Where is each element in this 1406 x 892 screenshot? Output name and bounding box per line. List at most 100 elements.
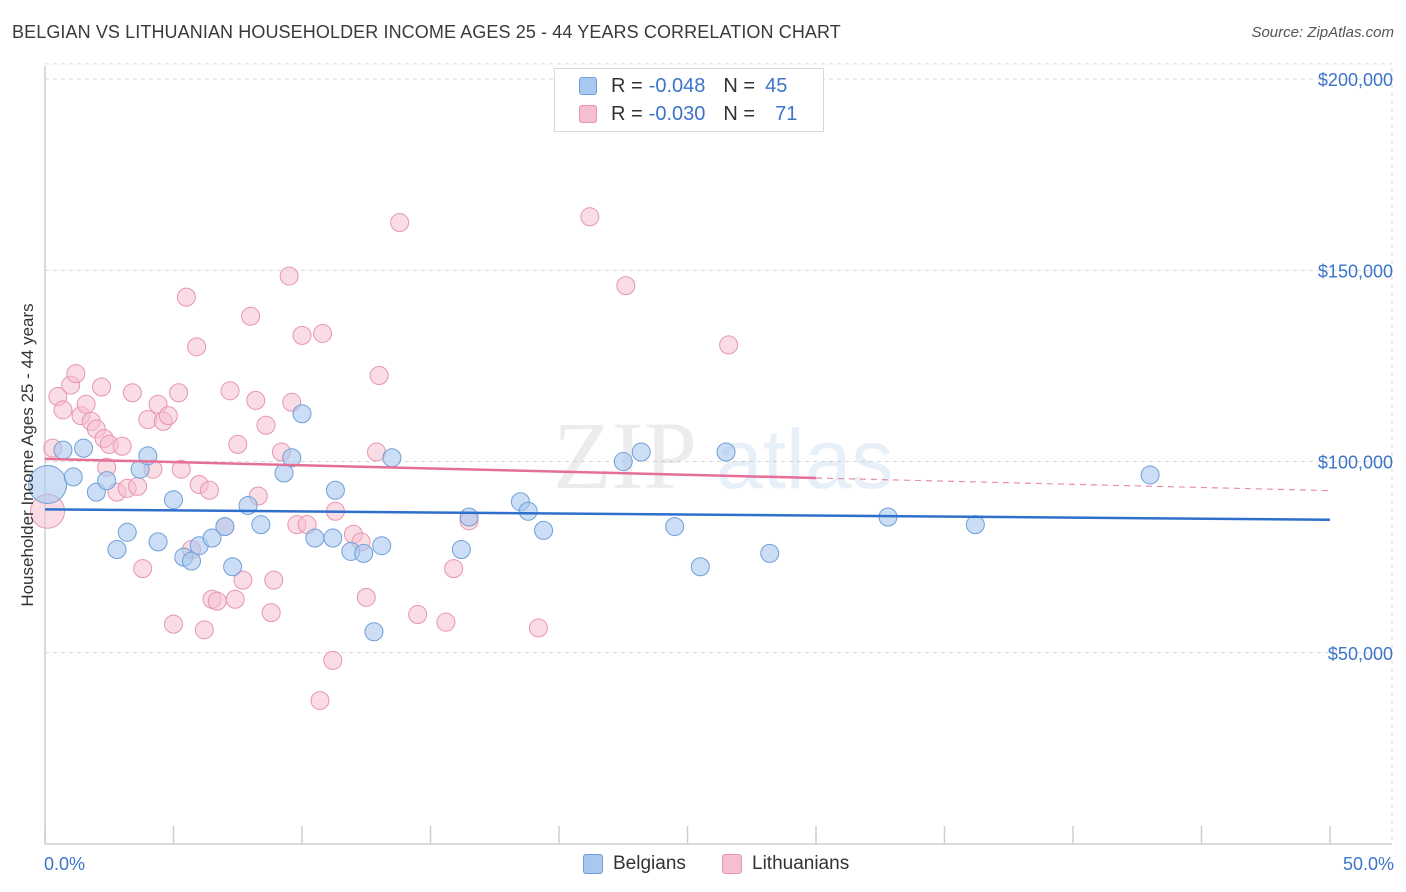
trend-lines: [44, 457, 1331, 521]
lithuanian-point: [313, 323, 333, 343]
x-tick-label: 50.0%: [1343, 854, 1394, 874]
lithuanian-point: [580, 207, 600, 227]
belgian-point: [223, 557, 243, 577]
belgian-point: [325, 480, 345, 500]
belgian-point: [760, 543, 780, 563]
belgian-point: [28, 465, 68, 505]
lithuanian-point: [194, 620, 214, 640]
lithuanian-point: [176, 287, 196, 307]
belgian-point: [518, 501, 538, 521]
x-tick-label: 0.0%: [44, 854, 85, 874]
belgian-point: [74, 438, 94, 458]
belgian-legend-label: Belgians: [613, 853, 686, 874]
belgian-point: [690, 557, 710, 577]
belgian-point: [382, 448, 402, 468]
belgian-legend-swatch: [583, 854, 603, 874]
lithuanian-point: [528, 618, 548, 638]
lithuanian-point: [719, 335, 739, 355]
lithuanian-point: [261, 603, 281, 623]
lithuanian-point: [220, 381, 240, 401]
lithuanian-point: [323, 650, 343, 670]
legend-r-label: R =: [611, 102, 643, 125]
lithuanian-point: [310, 691, 330, 711]
belgian-point: [292, 404, 312, 424]
y-axis-label: Householder Income Ages 25 - 44 years: [18, 303, 37, 606]
lithuanian-point: [112, 436, 132, 456]
lithuanian-point: [133, 559, 153, 579]
lithuanian-point: [53, 400, 73, 420]
belgian-point: [148, 532, 168, 552]
y-tick-label: $200,000: [1318, 70, 1393, 90]
legend-n-value: 45: [765, 74, 788, 97]
lithuanian-point: [264, 570, 284, 590]
belgian-point: [372, 536, 392, 556]
belgian-point: [53, 440, 73, 460]
belgian-point: [613, 452, 633, 472]
lithuanian-legend-label: Lithuanians: [752, 853, 850, 874]
belgian-point: [107, 540, 127, 560]
belgian-point: [282, 448, 302, 468]
lithuanian-point: [292, 325, 312, 345]
lithuanian-swatch: [579, 105, 597, 123]
legend-n-label: N =: [723, 74, 756, 97]
belgian-point: [965, 515, 985, 535]
lithuanian-point: [225, 589, 245, 609]
lithuanian-point: [76, 394, 96, 414]
legend-n-label: N =: [723, 102, 756, 125]
lithuanian-point: [279, 266, 299, 286]
lithuanian-point: [128, 476, 148, 496]
belgian-point: [451, 540, 471, 560]
legend-r-value: -0.030: [648, 102, 706, 125]
belgian-points: [28, 404, 1160, 642]
legend-r-label: R =: [611, 74, 643, 97]
lithuanian-point: [444, 559, 464, 579]
lithuanian-point: [199, 480, 219, 500]
belgian-point: [459, 507, 479, 527]
bottom-legend-lithuanians: Lithuanians: [722, 851, 849, 877]
belgian-point: [323, 528, 343, 548]
lithuanian-point: [436, 612, 456, 632]
lithuanian-trend-line: [44, 457, 817, 480]
belgian-point: [117, 522, 137, 542]
lithuanian-point: [390, 213, 410, 233]
belgian-point: [631, 442, 651, 462]
chart-title: BELGIAN VS LITHUANIAN HOUSEHOLDER INCOME…: [12, 22, 841, 42]
lithuanian-point: [158, 406, 178, 426]
belgian-point: [354, 543, 374, 563]
belgian-point: [63, 467, 83, 487]
lithuanian-point: [369, 366, 389, 386]
lithuanian-point: [164, 614, 183, 634]
lithuanian-point: [233, 570, 253, 590]
lithuanian-point: [256, 415, 276, 435]
belgian-point: [665, 517, 685, 537]
lithuanian-point: [66, 364, 86, 384]
lithuanian-legend-swatch: [722, 854, 742, 874]
lithuanian-point: [246, 390, 266, 410]
lithuanian-points: [30, 207, 739, 711]
belgian-point: [305, 528, 325, 548]
lithuanian-point: [241, 306, 261, 326]
lithuanian-point: [171, 459, 191, 479]
legend-row-belgians: R = -0.048 N = 45: [579, 73, 787, 99]
legend-row-lithuanians: R = -0.030 N = 71: [579, 101, 797, 127]
belgian-point: [364, 622, 384, 642]
bottom-legend-belgians: Belgians: [583, 851, 686, 877]
y-tick-label: $150,000: [1318, 261, 1393, 281]
lithuanian-point: [92, 377, 112, 397]
axes: [44, 66, 1392, 845]
lithuanian-point: [228, 434, 248, 454]
lithuanian-point: [207, 591, 227, 611]
legend-r-value: -0.048: [648, 74, 706, 97]
correlation-legend: R = -0.048 N = 45 R = -0.030 N = 71: [554, 68, 824, 132]
lithuanian-trend-extension: [815, 477, 1331, 492]
lithuanian-point: [187, 337, 207, 357]
belgian-point: [164, 490, 183, 510]
lithuanian-point: [122, 383, 142, 403]
belgian-point: [97, 471, 117, 491]
belgian-swatch: [579, 77, 597, 95]
belgian-point: [202, 528, 222, 548]
y-tick-label: $100,000: [1318, 453, 1393, 473]
belgian-point: [534, 520, 554, 540]
y-tick-label: $50,000: [1328, 644, 1393, 664]
